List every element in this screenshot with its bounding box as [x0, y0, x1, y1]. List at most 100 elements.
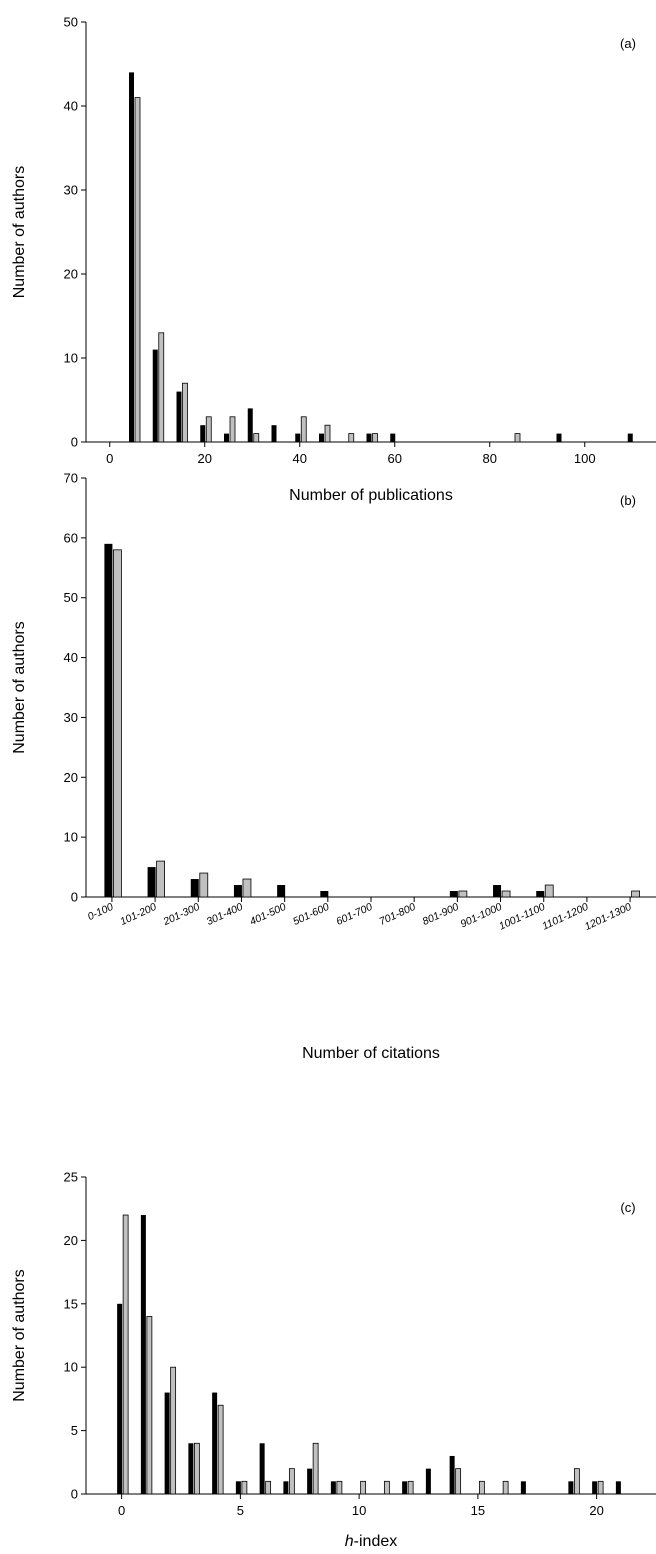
bar-black [556, 433, 562, 442]
bar-black [224, 433, 229, 442]
bar-black [129, 72, 134, 443]
bar-black [277, 885, 286, 897]
y-tick-label: 20 [64, 770, 78, 785]
bar-black [176, 391, 182, 442]
bar-gray [156, 860, 165, 898]
y-tick-label: 50 [64, 590, 78, 605]
bar-black [493, 885, 502, 897]
x-tick-label: 501-600 [291, 901, 331, 928]
x-tick-label: 901-1000 [459, 901, 504, 931]
y-tick-label: 15 [64, 1296, 78, 1311]
bar-gray [324, 424, 331, 443]
bar-black [190, 879, 199, 897]
y-tick-label: 20 [64, 267, 78, 282]
bar-gray [544, 884, 554, 898]
bar-black [271, 425, 277, 442]
bar-black [568, 1481, 574, 1494]
panel-label: (b) [620, 493, 636, 508]
x-tick-label: 301-400 [205, 901, 245, 928]
bar-gray [241, 1480, 248, 1495]
y-tick-label: 5 [71, 1423, 78, 1438]
bar-black [449, 891, 458, 897]
bar-gray [113, 549, 122, 898]
bar-gray [336, 1480, 343, 1495]
x-tick-label: 10 [352, 1503, 366, 1518]
bar-gray [205, 416, 212, 443]
bar-gray [199, 872, 209, 898]
x-tick-label: 0 [118, 1503, 125, 1518]
y-axis-title: Number of authors [11, 166, 28, 299]
x-tick-label: 0-100 [86, 901, 116, 923]
x-tick-label: 201-300 [161, 901, 202, 929]
x-axis-title: Number of citations [302, 1045, 440, 1062]
bar-gray [134, 97, 141, 443]
bar-gray [229, 416, 236, 443]
panel-label: (a) [620, 36, 636, 51]
x-tick-label: 701-800 [377, 901, 417, 928]
bar-black [117, 1303, 123, 1494]
bar-gray [502, 1480, 509, 1495]
x-axis-title: Number of publications [289, 487, 453, 504]
bar-black [627, 433, 633, 442]
bar-black [233, 885, 242, 897]
bar-black [330, 1481, 336, 1494]
x-tick-label: 5 [237, 1503, 244, 1518]
bar-black [320, 891, 329, 897]
x-tick-label: 1201-1300 [583, 901, 634, 933]
bar-black [520, 1481, 526, 1494]
bar-black [188, 1443, 194, 1494]
bar-gray [122, 1214, 129, 1495]
bar-black [425, 1468, 431, 1494]
x-axis-title-italic: h [345, 1533, 354, 1550]
bar-gray [407, 1480, 414, 1495]
bar-black [592, 1481, 598, 1494]
y-tick-label: 0 [71, 435, 78, 450]
x-tick-label: 15 [471, 1503, 485, 1518]
y-tick-label: 50 [64, 15, 78, 30]
y-tick-label: 0 [71, 890, 78, 905]
panel-1: 0 10 20 30 40 50 60 70 0-100 101-200 201-300 301-40… [11, 471, 656, 1062]
bar-gray [193, 1442, 200, 1495]
y-tick-label: 10 [64, 351, 78, 366]
bar-gray [372, 433, 378, 443]
bar-black [615, 1481, 621, 1494]
x-tick-label: 40 [293, 451, 307, 466]
bar-gray [597, 1480, 604, 1495]
bar-black [200, 425, 206, 442]
x-axis-title-rest: -index [354, 1533, 398, 1550]
x-tick-label: 20 [589, 1503, 603, 1518]
panel-0: 0 10 20 30 40 50 0 20 40 60 80 100 (a) Number of auth… [11, 15, 656, 504]
bar-gray [242, 878, 252, 898]
bar-gray [182, 382, 188, 443]
x-tick-label: 401-500 [248, 901, 288, 928]
x-tick-label: 20 [198, 451, 212, 466]
x-axis-title: h-index [345, 1533, 397, 1550]
bar-gray [288, 1468, 295, 1495]
bar-black [247, 408, 253, 442]
bar-gray [217, 1404, 224, 1495]
bar-gray [253, 433, 260, 443]
bar-black [147, 867, 156, 897]
x-tick-label: 601-700 [334, 901, 374, 928]
bar-black [449, 1455, 455, 1494]
y-axis-title: Number of authors [11, 621, 28, 754]
bar-black [212, 1392, 218, 1494]
bar-black [140, 1215, 146, 1494]
bar-gray [348, 433, 355, 443]
bar-gray [265, 1480, 272, 1495]
x-tick-label: 80 [483, 451, 497, 466]
y-tick-label: 0 [71, 1487, 78, 1502]
bar-black [319, 433, 324, 442]
bar-gray [478, 1480, 485, 1495]
bar-gray [146, 1316, 153, 1495]
bar-gray [383, 1480, 390, 1495]
bar-black [152, 349, 158, 442]
bar-black [307, 1468, 313, 1494]
y-tick-label: 40 [64, 99, 78, 114]
bar-gray [501, 890, 511, 898]
panel-2: 0 5 10 15 20 25 0 5 10 15 20 (c) Number of authors h-… [11, 1170, 656, 1550]
y-axis-title: Number of authors [11, 1269, 28, 1402]
bar-black [104, 543, 113, 897]
